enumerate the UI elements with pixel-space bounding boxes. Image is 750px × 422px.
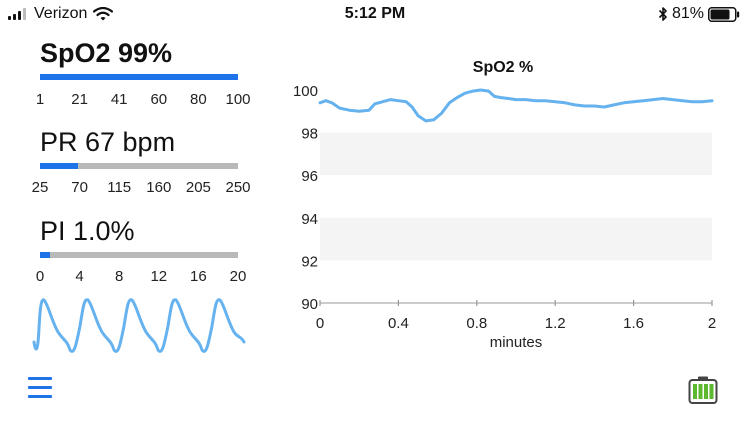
pi-level-bar xyxy=(40,252,238,258)
pi-scale-tick: 12 xyxy=(150,268,168,285)
pi-level-fill xyxy=(40,252,50,258)
spo2-scale-tick: 1 xyxy=(35,91,45,108)
x-tick-label: 2 xyxy=(708,315,716,332)
x-tick-label: 0.4 xyxy=(388,315,409,332)
pr-level-bar xyxy=(40,163,238,169)
spo2-level-fill xyxy=(40,74,238,80)
y-tick-label: 100 xyxy=(293,83,318,100)
y-tick-label: 90 xyxy=(301,296,318,313)
spo2-scale-tick: 100 xyxy=(225,91,251,108)
spo2-level-bar xyxy=(40,74,238,80)
spo2-scale-tick: 41 xyxy=(110,91,128,108)
pr-scale-tick: 115 xyxy=(107,179,132,196)
spo2-scale-tick: 21 xyxy=(71,91,88,108)
pr-scale-tick: 205 xyxy=(185,179,211,196)
pleth-waveform xyxy=(32,298,246,353)
pi-scale-tick: 16 xyxy=(190,268,207,285)
x-tick-label: 1.6 xyxy=(623,315,644,332)
carrier-name: Verizon xyxy=(34,5,88,22)
grid-band xyxy=(320,217,712,261)
spo2-trend-line xyxy=(318,88,714,123)
pi-scale-tick: 0 xyxy=(35,268,45,285)
pi-scale-tick: 20 xyxy=(229,268,247,285)
grid-band xyxy=(320,260,712,303)
hamburger-menu-icon[interactable] xyxy=(28,377,52,399)
pi-scale-tick: 4 xyxy=(75,268,84,285)
battery-full-icon xyxy=(688,376,718,404)
y-tick-label: 92 xyxy=(301,253,318,270)
pr-scale-tick: 250 xyxy=(225,179,251,196)
grid-band xyxy=(320,90,712,133)
pr-scale-tick: 70 xyxy=(71,179,88,196)
x-tick-label: 0 xyxy=(316,315,324,332)
spo2-scale: 1 21 41 60 80 100 xyxy=(36,91,251,109)
pr-readout: PR 67 bpm xyxy=(40,127,176,157)
grid-band xyxy=(320,175,712,218)
pr-level-fill xyxy=(40,163,78,169)
x-tick-label: 1.2 xyxy=(545,315,566,332)
battery-icon xyxy=(708,6,740,22)
pr-scale: 25 70 115 160 205 250 xyxy=(32,179,251,197)
grid-band xyxy=(320,132,712,176)
pi-scale-tick: 8 xyxy=(115,268,124,285)
bluetooth-icon xyxy=(658,7,667,21)
wifi-icon xyxy=(93,7,114,21)
x-axis-label: minutes xyxy=(490,334,543,351)
spo2-scale-tick: 80 xyxy=(190,91,207,108)
y-tick-label: 96 xyxy=(301,168,318,185)
battery-percent: 81% xyxy=(671,5,704,22)
status-bar: Verizon 5:12 PM 81% xyxy=(0,0,750,30)
y-tick-label: 98 xyxy=(301,126,318,143)
pi-scale: 0 4 8 12 16 20 xyxy=(36,268,247,286)
pi-readout: PI 1.0% xyxy=(40,216,135,246)
y-tick-label: 94 xyxy=(301,211,318,228)
signal-bars-icon xyxy=(8,8,28,20)
clock: 5:12 PM xyxy=(344,5,406,22)
pr-scale-tick: 160 xyxy=(146,179,172,196)
spo2-scale-tick: 60 xyxy=(150,91,168,108)
pr-scale-tick: 25 xyxy=(31,179,49,196)
x-tick-label: 0.8 xyxy=(466,315,487,332)
chart-title: SpO2 % xyxy=(473,59,533,76)
spo2-readout: SpO2 99% xyxy=(40,38,173,68)
pleth-trace xyxy=(32,298,246,353)
